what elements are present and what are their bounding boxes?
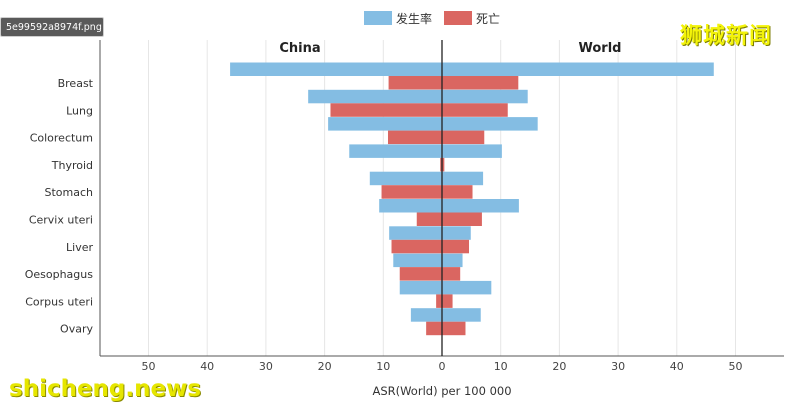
bar-world-incidence-cervix-uteri — [442, 199, 519, 213]
category-label: Breast — [58, 77, 94, 90]
bar-china-incidence-lung — [308, 89, 442, 104]
bar-china-mortality-breast — [388, 76, 442, 90]
x-tick-label: 30 — [259, 360, 273, 373]
x-tick-label: 50 — [729, 360, 743, 373]
category-label: Liver — [66, 241, 93, 254]
category-label: Lung — [66, 104, 93, 117]
legend-label-mortality: 死亡 — [476, 12, 500, 26]
category-label: Corpus uteri — [25, 295, 93, 308]
bar-world-mortality-ovary — [442, 321, 466, 336]
x-tick-label: 0 — [439, 360, 446, 373]
bar-china-incidence-oesophagus — [393, 253, 442, 268]
bar-china-mortality-corpus-uteri — [436, 294, 442, 308]
bar-world-mortality-liver — [442, 239, 470, 254]
bar-china-incidence-colorectum — [328, 117, 442, 131]
bar-china-incidence-stomach — [369, 171, 442, 186]
bar-world-mortality-cervix-uteri — [442, 212, 482, 226]
bar-china-mortality-ovary — [426, 321, 442, 336]
bar-world-mortality-lung — [442, 103, 508, 117]
bar-world-incidence-stomach — [442, 171, 484, 186]
bar-china-mortality-lung — [330, 103, 442, 117]
bar-world-incidence-colorectum — [442, 117, 538, 131]
bar-world-incidence-corpus-uteri — [442, 280, 492, 295]
bar-china-incidence-thyroid — [349, 144, 442, 158]
watermark-site-text: shicheng.news — [9, 376, 202, 402]
category-label: Colorectum — [30, 132, 93, 145]
x-tick-label: 10 — [376, 360, 390, 373]
category-label: Thyroid — [51, 159, 93, 172]
axes — [99, 40, 784, 357]
bar-china-incidence-cervix-uteri — [379, 199, 442, 213]
x-axis-label: ASR(World) per 100 000 — [372, 384, 511, 398]
x-tick-label: 10 — [494, 360, 508, 373]
category-labels: Breast Lung Colorectum Thyroid Stomach Cervix… — [25, 77, 94, 336]
category-label: Stomach — [44, 186, 93, 199]
legend-label-incidence: 发生率 — [396, 11, 432, 26]
panel-title-world: World — [579, 41, 622, 56]
grid — [148, 40, 736, 356]
x-tick-label: 20 — [318, 360, 332, 373]
bar-china-incidence-ovary — [410, 308, 442, 322]
category-label: Cervix uteri — [29, 214, 93, 227]
bar-world-mortality-colorectum — [442, 130, 485, 145]
legend: 发生率 死亡 — [364, 11, 500, 26]
bar-world-incidence-ovary — [442, 308, 481, 322]
x-tick-label: 40 — [200, 360, 214, 373]
x-tick-labels: 50 40 30 20 10 0 10 20 30 40 50 — [142, 360, 743, 373]
panel-title-china: China — [279, 41, 320, 56]
bar-china-mortality-colorectum — [387, 130, 442, 145]
bar-china-incidence-corpus-uteri — [399, 280, 442, 295]
x-tick-label: 40 — [670, 360, 684, 373]
bar-china-mortality-oesophagus — [399, 267, 442, 281]
bar-china-mortality-thyroid — [440, 157, 442, 172]
bar-china-mortality-cervix-uteri — [416, 212, 442, 226]
category-label: Oesophagus — [25, 268, 94, 281]
x-tick-label: 30 — [611, 360, 625, 373]
legend-swatch-incidence — [364, 11, 392, 25]
bar-world-incidence-oesophagus — [442, 253, 463, 268]
bar-world-mortality-stomach — [442, 185, 473, 199]
bar-world-incidence-thyroid — [442, 144, 502, 158]
bar-world-incidence-breast — [442, 62, 714, 76]
bar-world-mortality-thyroid — [442, 157, 445, 172]
x-tick-label: 20 — [552, 360, 566, 373]
legend-swatch-mortality — [444, 11, 472, 25]
bar-china-incidence-liver — [389, 226, 442, 240]
bar-world-incidence-liver — [442, 226, 471, 240]
bar-world-mortality-breast — [442, 76, 519, 90]
bar-world-incidence-lung — [442, 89, 528, 104]
watermark-logo-text: 狮城新闻 — [680, 24, 773, 49]
category-label: Ovary — [60, 323, 93, 336]
bar-china-mortality-liver — [391, 239, 442, 254]
bars — [230, 62, 714, 336]
bar-china-incidence-breast — [230, 62, 442, 76]
bar-world-mortality-corpus-uteri — [442, 294, 453, 308]
bar-world-mortality-oesophagus — [442, 267, 461, 281]
file-name-tag: 5e99592a8974f.png — [0, 17, 104, 37]
bar-china-mortality-stomach — [381, 185, 442, 199]
x-tick-label: 50 — [142, 360, 156, 373]
